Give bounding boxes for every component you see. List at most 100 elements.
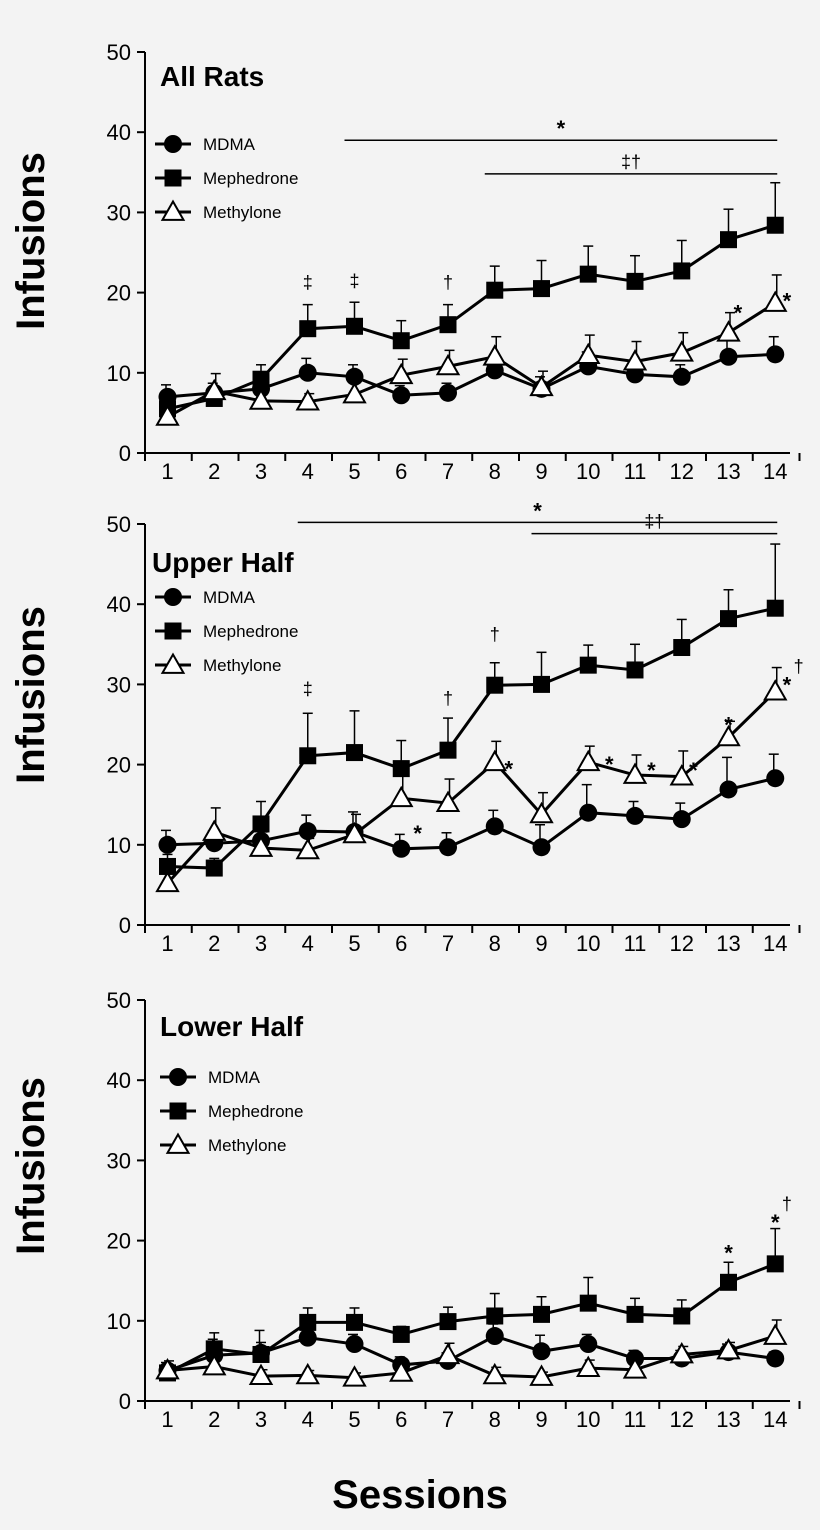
series-mdma xyxy=(161,753,779,851)
data-point-methylone xyxy=(763,679,788,701)
panel-title: Upper Half xyxy=(152,547,294,578)
significance-mark: † xyxy=(490,624,500,644)
data-point-methylone xyxy=(529,1364,554,1386)
data-point-methylone xyxy=(529,374,554,397)
data-point-methylone xyxy=(435,353,461,376)
y-tick-label: 20 xyxy=(107,753,131,778)
x-tick-label: 5 xyxy=(348,931,360,956)
significance-mark: * xyxy=(724,1241,733,1266)
y-axis-title: Infusions xyxy=(9,152,53,330)
x-tick-label: 8 xyxy=(489,459,501,484)
data-point-mephedrone xyxy=(579,265,597,283)
x-tick-label: 5 xyxy=(348,1407,360,1432)
significance-mark: † xyxy=(443,688,453,708)
x-tick-label: 7 xyxy=(442,459,454,484)
x-tick-label: 7 xyxy=(442,1407,454,1432)
data-point-mdma xyxy=(485,817,504,836)
data-point-mephedrone xyxy=(299,320,317,338)
data-point-mephedrone xyxy=(346,1313,363,1331)
x-tick-label: 4 xyxy=(302,1407,314,1432)
data-point-methylone xyxy=(669,764,694,786)
x-tick-label: 3 xyxy=(255,459,267,484)
data-point-mephedrone xyxy=(299,1313,317,1331)
data-point-mephedrone xyxy=(252,815,270,833)
x-tick-label: 4 xyxy=(302,459,314,484)
panel-title: All Rats xyxy=(160,61,264,92)
x-axis-title: Sessions xyxy=(332,1473,508,1517)
data-point-methylone xyxy=(202,378,227,401)
x-tick-label: 10 xyxy=(576,459,600,484)
data-point-mephedrone xyxy=(486,676,504,694)
bracket-label: * xyxy=(557,116,566,141)
data-point-mephedrone xyxy=(766,216,784,234)
x-tick-label: 14 xyxy=(763,931,787,956)
data-point-methylone xyxy=(389,362,414,385)
data-point-methylone xyxy=(389,785,414,808)
data-point-methylone xyxy=(342,381,367,404)
legend-label: Mephedrone xyxy=(208,1102,303,1121)
x-tick-label: 4 xyxy=(302,931,314,956)
data-point-mdma xyxy=(766,1349,785,1368)
x-tick-label: 1 xyxy=(161,1407,173,1432)
data-point-mephedrone xyxy=(486,281,504,299)
data-point-mdma xyxy=(719,347,738,366)
data-point-mdma xyxy=(298,1328,317,1347)
y-axis-title: Infusions xyxy=(9,1077,53,1255)
legend-marker-square xyxy=(169,1102,187,1120)
x-tick-label: 12 xyxy=(670,1407,694,1432)
y-tick-label: 20 xyxy=(107,281,131,306)
data-point-methylone xyxy=(576,749,601,772)
x-tick-label: 6 xyxy=(395,1407,407,1432)
legend-label: Methylone xyxy=(203,203,281,222)
data-point-mdma xyxy=(158,835,177,854)
x-tick-label: 9 xyxy=(535,459,547,484)
x-tick-label: 13 xyxy=(716,1407,740,1432)
legend-marker-triangle xyxy=(160,199,186,221)
data-point-methylone xyxy=(155,1358,180,1380)
y-tick-label: 10 xyxy=(107,833,131,858)
bracket-label: ‡† xyxy=(621,152,641,172)
legend-marker-circle xyxy=(169,1068,187,1086)
data-point-methylone xyxy=(202,819,227,841)
y-tick-label: 0 xyxy=(119,1389,131,1414)
x-tick-label: 6 xyxy=(395,459,407,484)
y-tick-label: 30 xyxy=(107,200,131,225)
significance-mark: * xyxy=(605,752,614,777)
data-point-mephedrone xyxy=(159,857,176,875)
significance-mark: ‡ xyxy=(349,271,359,291)
data-point-mdma xyxy=(766,345,785,364)
data-point-mephedrone xyxy=(720,610,737,628)
significance-mark: * xyxy=(504,757,513,782)
data-point-mephedrone xyxy=(720,1273,737,1291)
y-tick-label: 0 xyxy=(119,441,131,466)
data-point-mephedrone xyxy=(579,656,597,674)
x-tick-label: 9 xyxy=(535,931,547,956)
data-point-mephedrone xyxy=(346,317,363,335)
legend-marker-circle xyxy=(164,135,182,153)
significance-mark: * xyxy=(783,289,792,314)
y-tick-label: 30 xyxy=(107,1148,131,1173)
x-tick-label: 3 xyxy=(255,1407,267,1432)
data-point-mephedrone xyxy=(486,1307,504,1325)
data-point-methylone xyxy=(248,1363,274,1386)
data-point-mephedrone xyxy=(766,1255,784,1273)
significance-mark: * xyxy=(689,758,698,783)
data-point-mephedrone xyxy=(533,675,550,693)
data-point-mephedrone xyxy=(533,1305,550,1323)
x-tick-label: 6 xyxy=(395,931,407,956)
significance-mark: * xyxy=(647,758,656,783)
y-tick-label: 10 xyxy=(107,361,131,386)
data-point-mdma xyxy=(345,1335,364,1354)
legend-label: Mephedrone xyxy=(203,169,298,188)
data-point-mephedrone xyxy=(626,661,644,679)
significance-mark: ‡ xyxy=(303,679,313,699)
data-point-methylone xyxy=(622,762,648,784)
data-point-mdma xyxy=(532,838,551,857)
data-point-methylone xyxy=(576,342,601,365)
data-point-methylone xyxy=(248,835,274,857)
significance-mark: * xyxy=(771,1210,780,1235)
legend-label: MDMA xyxy=(203,588,256,607)
significance-mark: * xyxy=(734,301,743,326)
